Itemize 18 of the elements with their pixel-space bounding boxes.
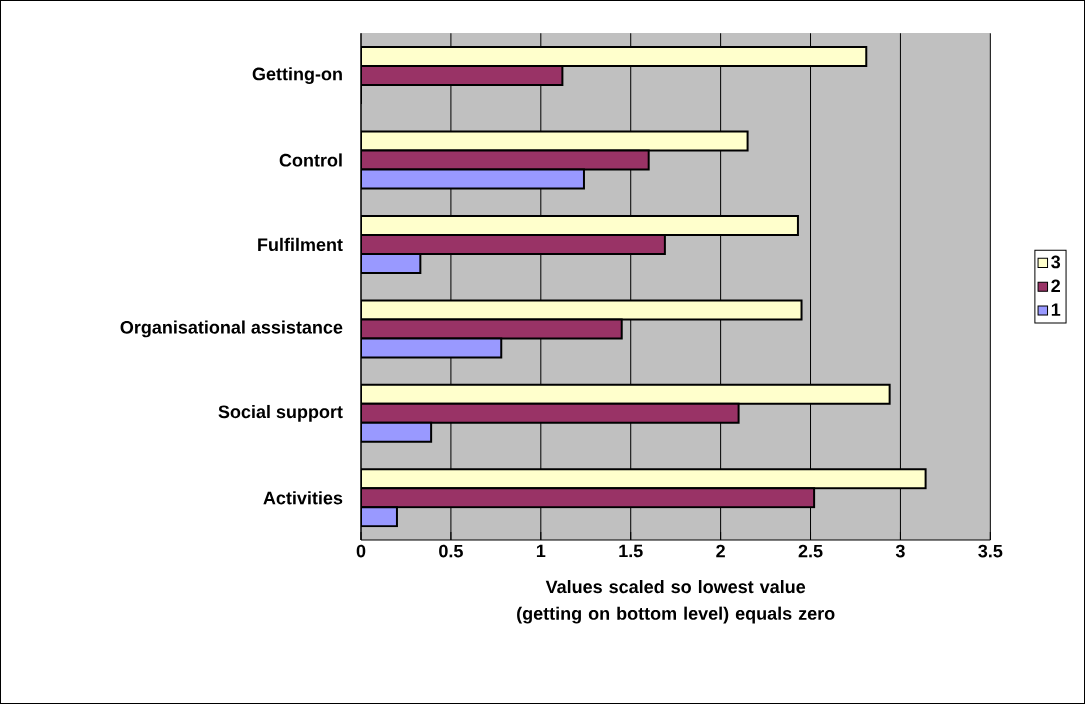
x-tick-label: 0 [356, 544, 366, 558]
x-tick-label: 2.5 [798, 544, 823, 558]
y-tick-label: Control [279, 153, 342, 167]
y-tick-label: Getting-on [252, 67, 342, 84]
legend-label: 2 [1051, 279, 1060, 293]
y-tick-label: Organisational assistance [120, 320, 343, 338]
y-tick-label: Fulfilment [258, 237, 343, 252]
x-tick-label: 0.5 [439, 544, 463, 558]
x-tick-label: 2 [716, 544, 725, 558]
x-axis-title: Values scaled so lowest value (getting on bottom level) equals zero [517, 579, 835, 624]
legend-label: 3 [1051, 255, 1061, 269]
x-tick-label: 1.5 [619, 544, 643, 558]
x-tick-label: 1 [536, 544, 546, 558]
x-tick-label: 3 [895, 544, 905, 558]
y-tick-label: Social support [218, 404, 343, 422]
x-tick-label: 3.5 [978, 544, 1003, 558]
legend-label: 1 [1051, 303, 1061, 316]
y-tick-label: Activities [263, 491, 343, 505]
